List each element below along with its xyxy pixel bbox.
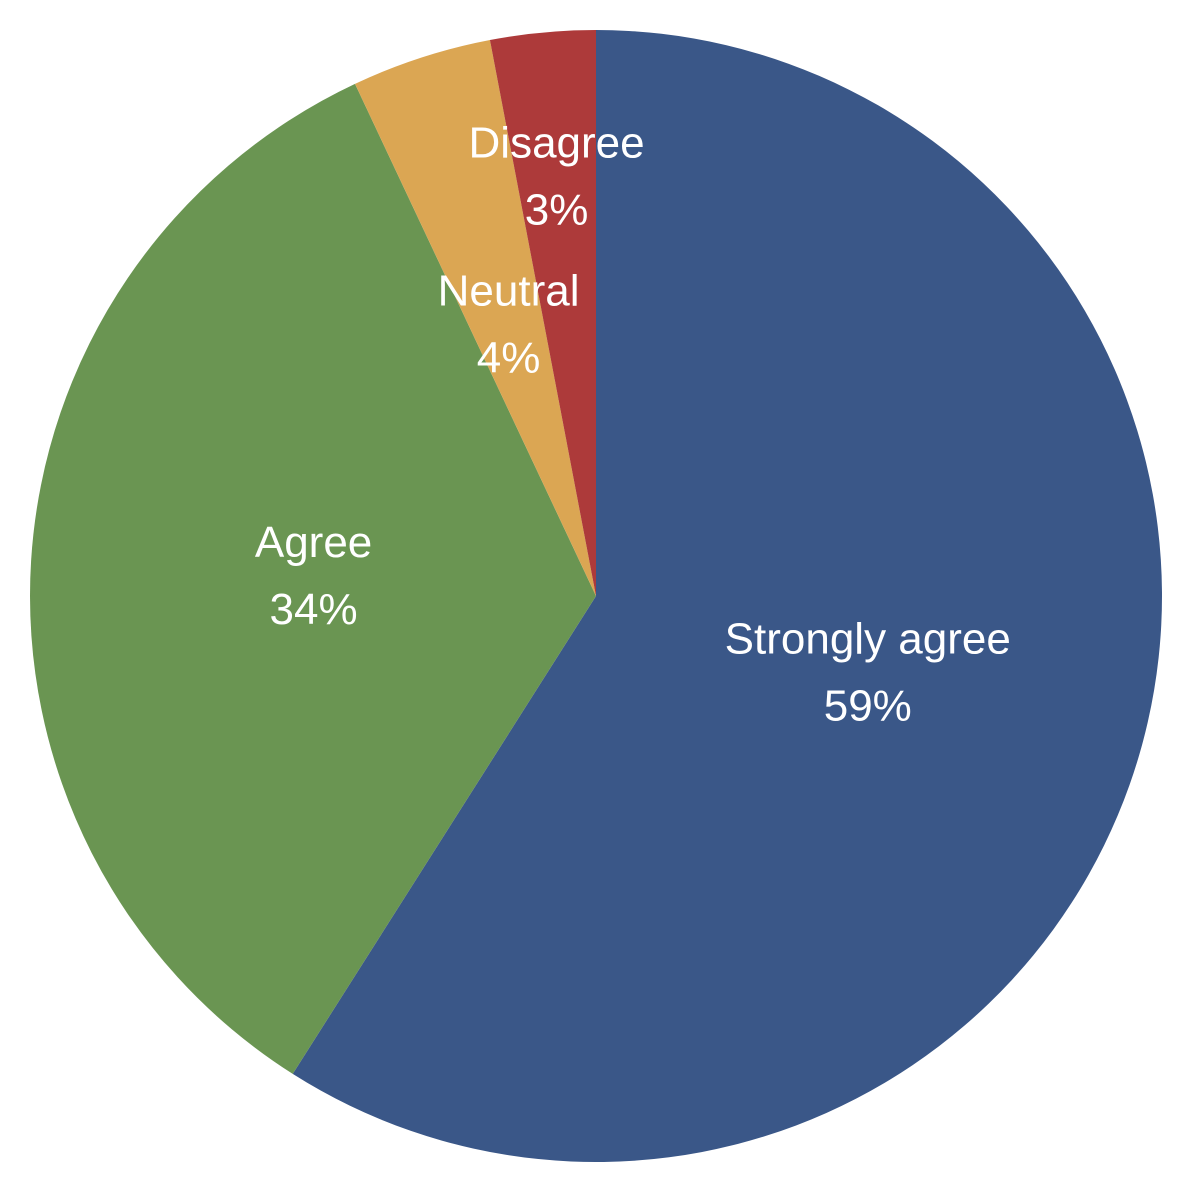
slice-value-label: 3% bbox=[525, 186, 589, 235]
slice-label: Disagree bbox=[469, 119, 645, 168]
slice-value-label: 34% bbox=[270, 585, 358, 634]
pie-slice bbox=[489, 30, 596, 596]
pie-slice bbox=[355, 40, 596, 597]
slice-label: Strongly agree bbox=[725, 615, 1011, 664]
pie-slice bbox=[30, 83, 597, 1074]
slice-label: Agree bbox=[255, 518, 372, 567]
slice-label: Neutral bbox=[438, 266, 580, 315]
slice-value-label: 59% bbox=[824, 682, 912, 731]
slice-value-label: 4% bbox=[477, 333, 541, 382]
pie-slice bbox=[292, 30, 1162, 1162]
